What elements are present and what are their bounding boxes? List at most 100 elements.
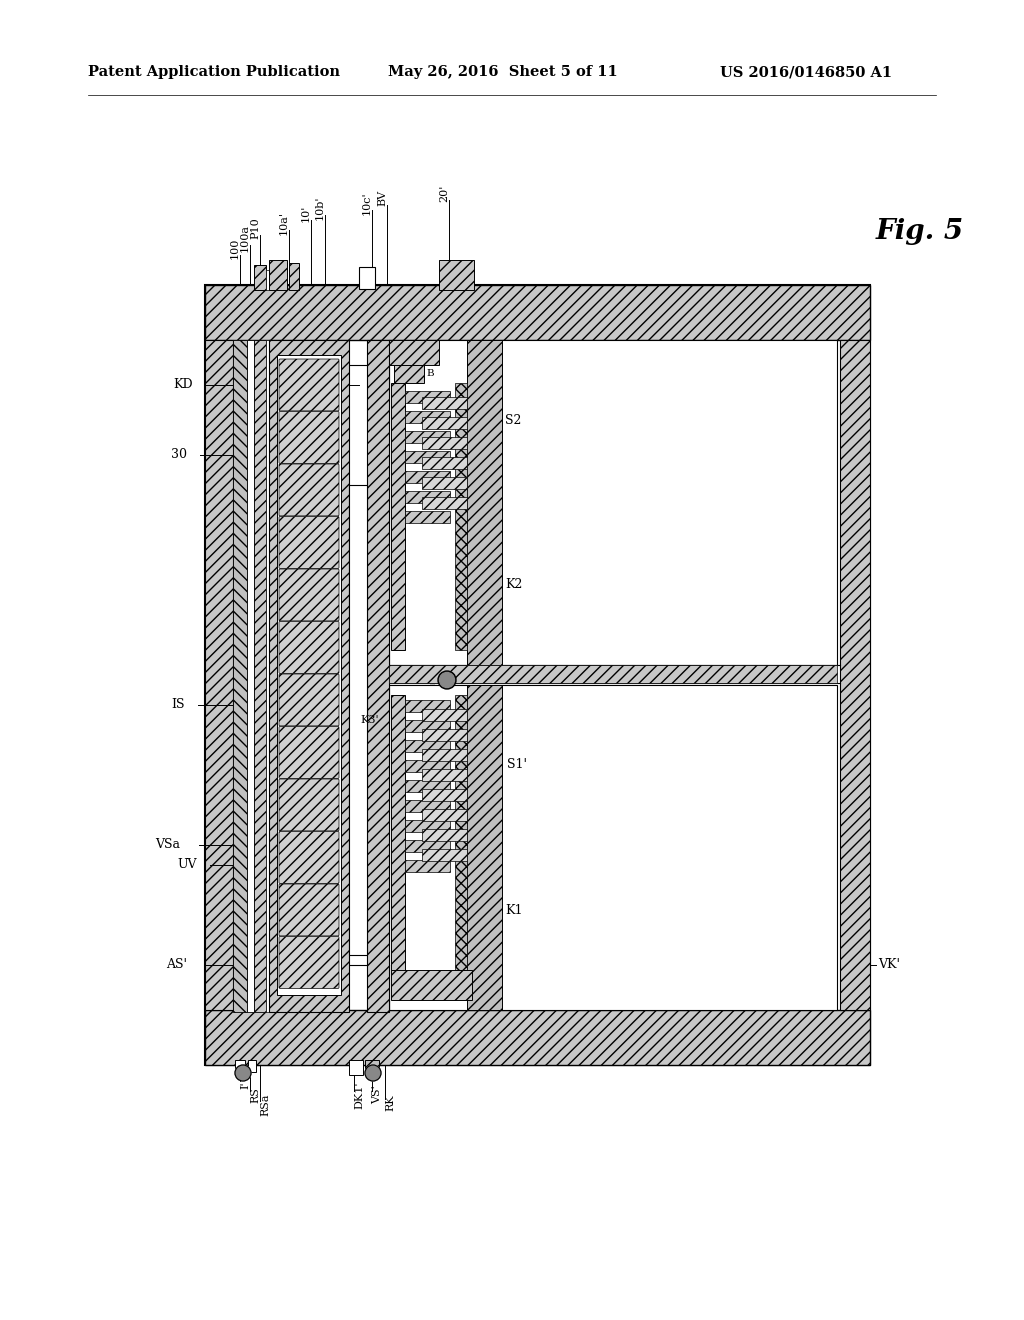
Circle shape bbox=[365, 1065, 381, 1081]
Bar bbox=[391, 696, 406, 970]
Bar bbox=[422, 397, 467, 409]
Bar bbox=[455, 696, 467, 970]
Bar bbox=[205, 285, 870, 1065]
Bar bbox=[422, 748, 467, 762]
FancyBboxPatch shape bbox=[279, 412, 339, 463]
Text: RK: RK bbox=[385, 1094, 395, 1111]
Bar bbox=[422, 417, 467, 429]
FancyBboxPatch shape bbox=[279, 726, 339, 779]
Bar bbox=[247, 341, 254, 1012]
Text: 30: 30 bbox=[171, 449, 187, 462]
Bar bbox=[422, 849, 467, 861]
Bar bbox=[406, 511, 450, 523]
Bar bbox=[467, 685, 502, 1010]
Bar bbox=[422, 709, 467, 721]
Bar bbox=[359, 267, 375, 289]
FancyBboxPatch shape bbox=[279, 516, 339, 569]
Text: K2: K2 bbox=[505, 578, 522, 591]
Bar bbox=[349, 1060, 362, 1074]
Text: DK1': DK1' bbox=[354, 1081, 364, 1109]
Bar bbox=[389, 341, 837, 665]
Bar bbox=[406, 820, 450, 832]
Bar bbox=[455, 383, 467, 649]
Bar bbox=[278, 355, 341, 995]
Bar bbox=[467, 341, 502, 665]
Bar bbox=[266, 341, 269, 1012]
FancyBboxPatch shape bbox=[279, 465, 339, 516]
FancyBboxPatch shape bbox=[279, 884, 339, 936]
Bar bbox=[840, 341, 870, 1010]
FancyBboxPatch shape bbox=[279, 936, 339, 989]
Text: VSa: VSa bbox=[155, 838, 180, 851]
Bar bbox=[406, 491, 450, 503]
Text: S2: S2 bbox=[505, 413, 521, 426]
Bar bbox=[269, 341, 349, 1012]
Text: RS: RS bbox=[250, 1088, 260, 1104]
Bar bbox=[266, 271, 269, 290]
Bar bbox=[422, 729, 467, 741]
Bar bbox=[391, 383, 406, 649]
Text: RSa: RSa bbox=[260, 1094, 270, 1117]
Text: IS: IS bbox=[171, 698, 185, 711]
Text: Fig. 5: Fig. 5 bbox=[876, 218, 965, 246]
Text: 10a': 10a' bbox=[279, 211, 289, 235]
FancyBboxPatch shape bbox=[279, 779, 339, 830]
Bar bbox=[406, 391, 450, 403]
Bar bbox=[422, 770, 467, 781]
Text: I': I' bbox=[240, 1081, 250, 1089]
Bar bbox=[406, 432, 450, 444]
Text: K3': K3' bbox=[360, 715, 379, 725]
Bar bbox=[349, 484, 367, 954]
Bar bbox=[422, 437, 467, 449]
Text: K1: K1 bbox=[505, 903, 522, 916]
Bar bbox=[422, 829, 467, 841]
Text: May 26, 2016  Sheet 5 of 11: May 26, 2016 Sheet 5 of 11 bbox=[388, 65, 617, 79]
Text: 100: 100 bbox=[230, 238, 240, 259]
Bar bbox=[422, 498, 467, 510]
Text: G: G bbox=[505, 673, 515, 686]
Bar bbox=[254, 341, 266, 1012]
Bar bbox=[406, 840, 450, 851]
Text: 100a: 100a bbox=[240, 224, 250, 252]
Circle shape bbox=[234, 1065, 251, 1081]
Text: 10c': 10c' bbox=[362, 191, 372, 215]
Text: UV: UV bbox=[177, 858, 197, 871]
Text: US 2016/0146850 A1: US 2016/0146850 A1 bbox=[720, 65, 892, 79]
Bar bbox=[289, 263, 299, 290]
Bar bbox=[422, 457, 467, 469]
FancyBboxPatch shape bbox=[279, 832, 339, 883]
Bar bbox=[406, 861, 450, 873]
Bar bbox=[406, 700, 450, 711]
Text: B: B bbox=[426, 370, 433, 379]
Bar bbox=[406, 719, 450, 733]
Circle shape bbox=[438, 671, 456, 689]
FancyBboxPatch shape bbox=[279, 359, 339, 411]
Bar bbox=[233, 341, 247, 1012]
Bar bbox=[394, 366, 424, 383]
Text: KD: KD bbox=[173, 379, 193, 392]
Bar bbox=[422, 477, 467, 488]
Bar bbox=[406, 471, 450, 483]
Bar bbox=[439, 260, 474, 290]
Text: P10: P10 bbox=[250, 216, 260, 239]
Text: 10': 10' bbox=[301, 205, 311, 222]
Bar bbox=[406, 411, 450, 422]
Text: AS': AS' bbox=[166, 958, 187, 972]
Text: VS': VS' bbox=[372, 1085, 382, 1105]
Text: BV: BV bbox=[377, 190, 387, 206]
Bar bbox=[422, 809, 467, 821]
Bar bbox=[389, 341, 439, 366]
Text: S1': S1' bbox=[507, 759, 527, 771]
Text: 20': 20' bbox=[439, 185, 449, 202]
Bar bbox=[406, 451, 450, 463]
Bar bbox=[422, 789, 467, 801]
Bar bbox=[269, 260, 287, 290]
Bar bbox=[406, 741, 450, 752]
Bar bbox=[205, 285, 870, 341]
Bar bbox=[205, 341, 233, 1010]
FancyBboxPatch shape bbox=[279, 622, 339, 673]
Bar bbox=[435, 341, 865, 1010]
Bar bbox=[248, 1060, 256, 1072]
Bar bbox=[406, 780, 450, 792]
Text: Patent Application Publication: Patent Application Publication bbox=[88, 65, 340, 79]
